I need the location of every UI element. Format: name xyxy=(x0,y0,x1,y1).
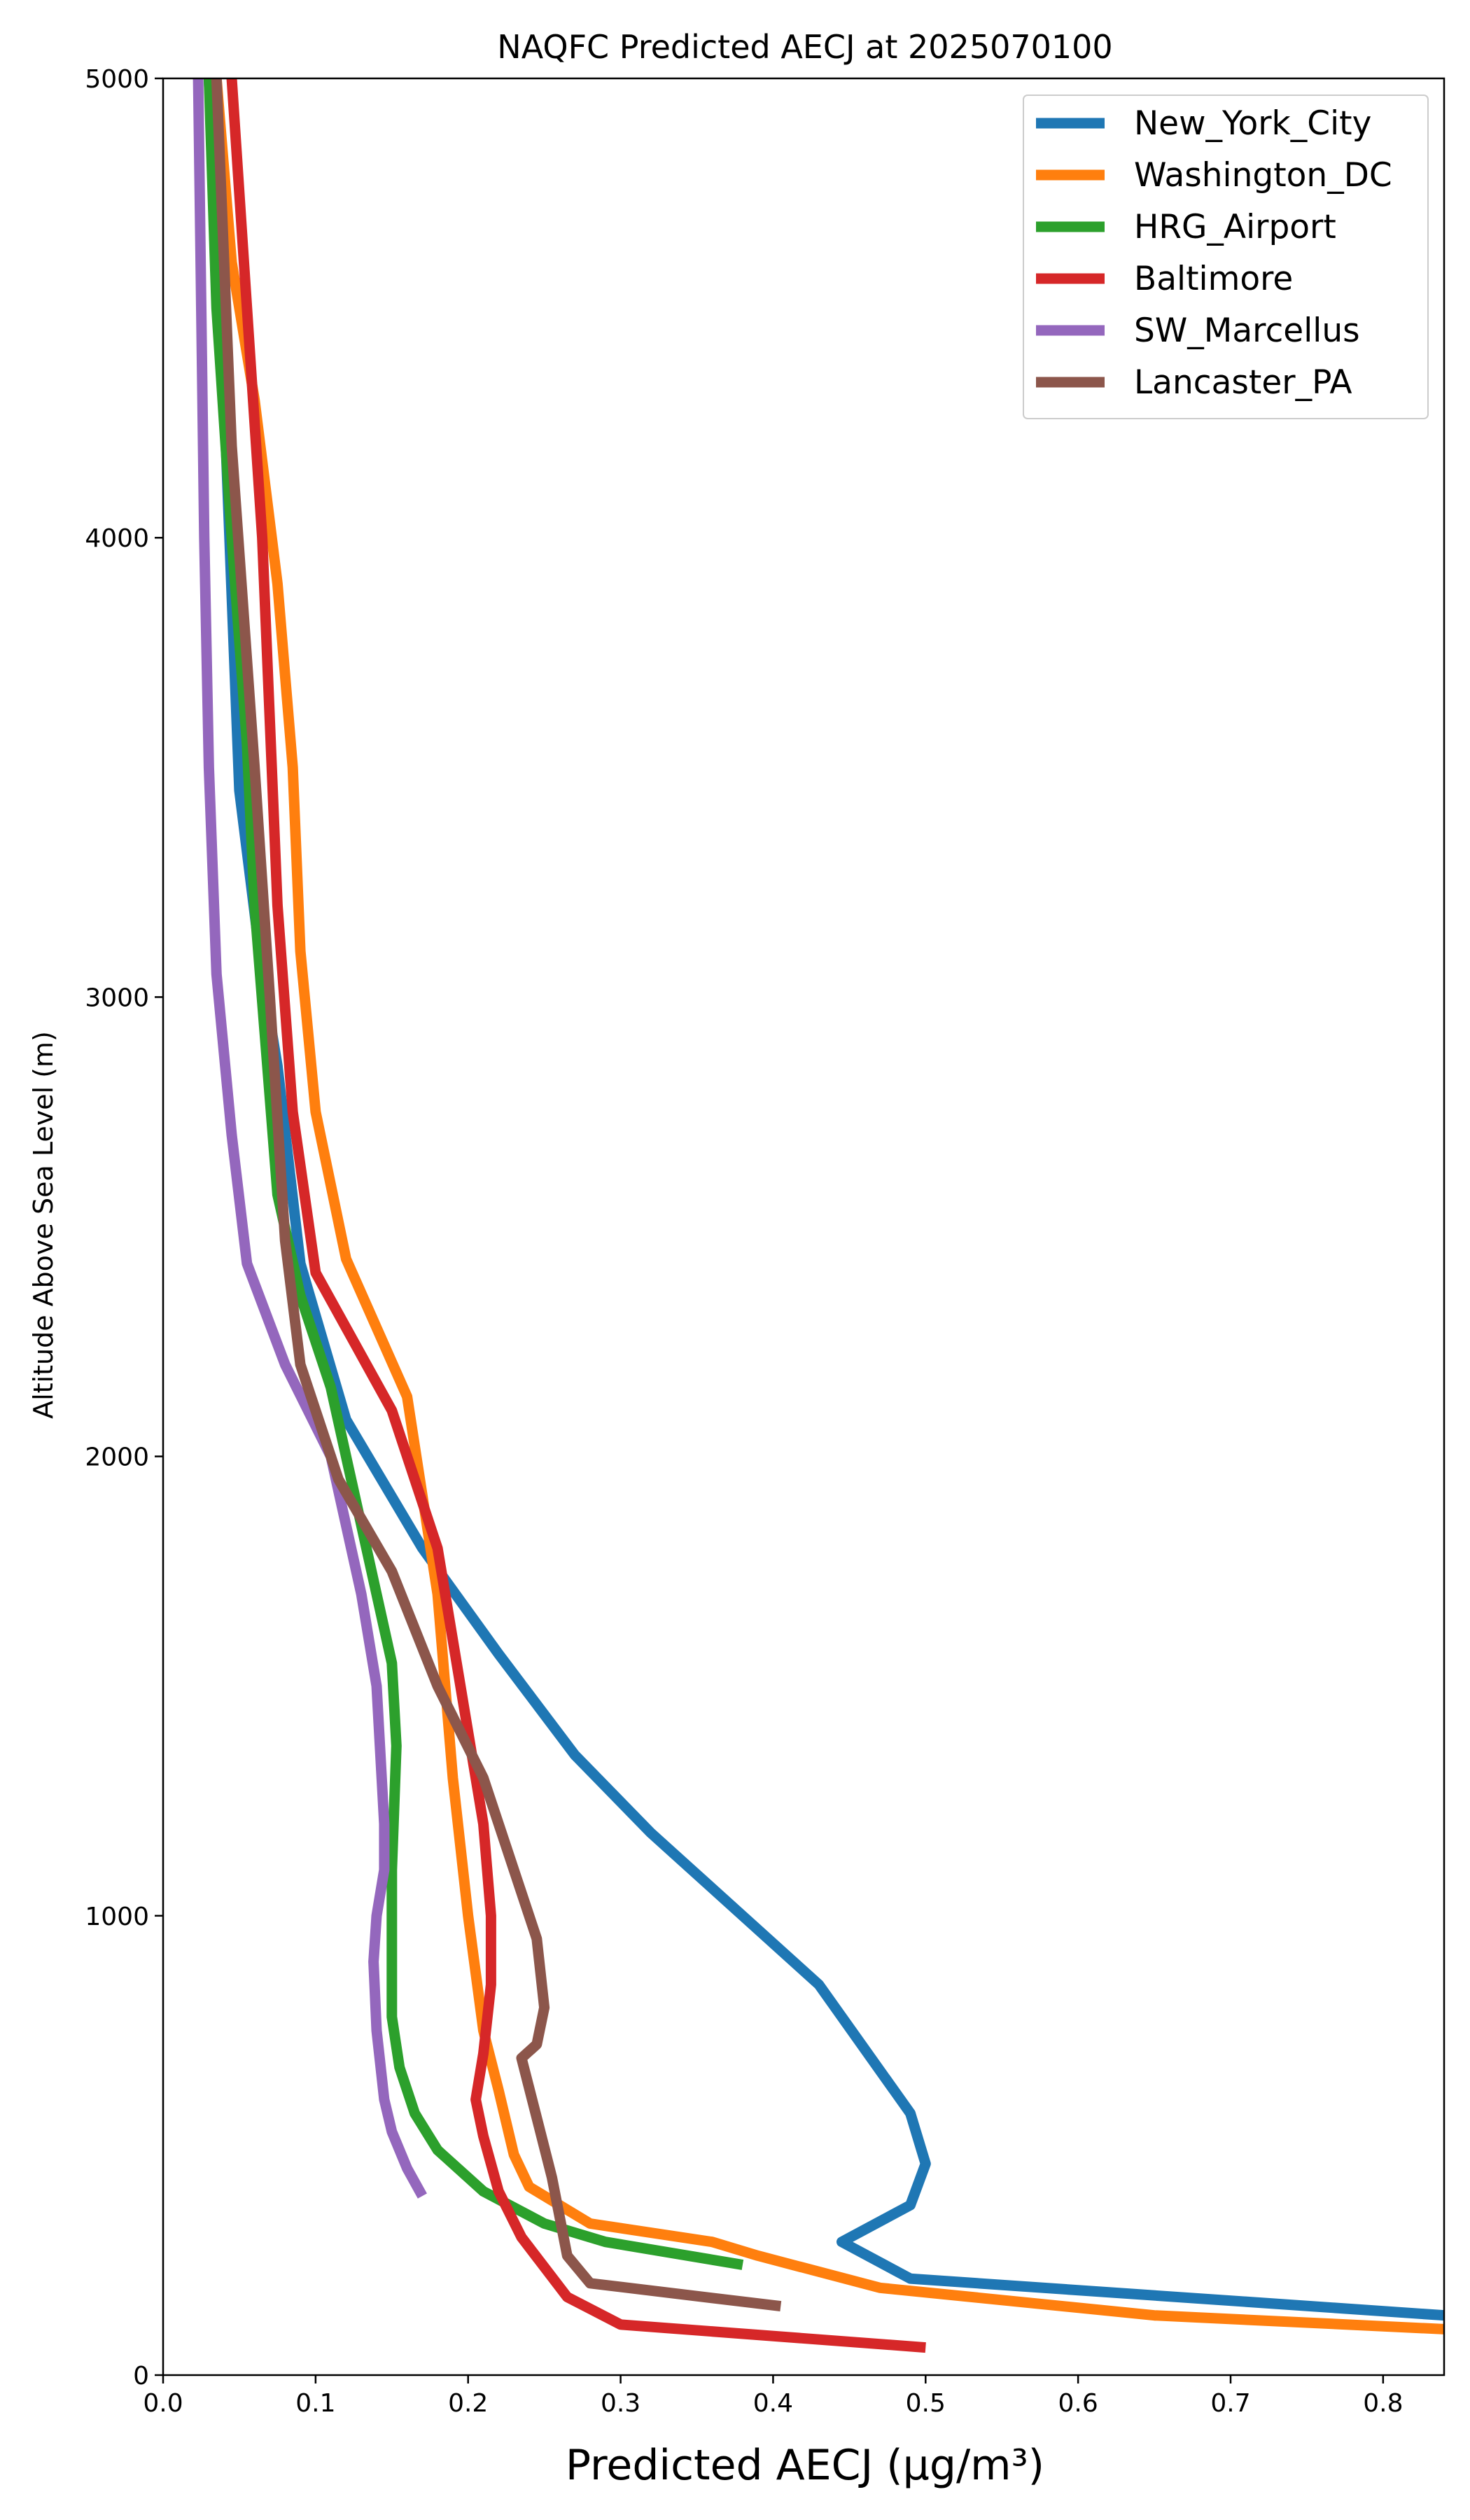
x-tick-label: 0.4 xyxy=(753,2389,793,2418)
legend-label-hrg-airport: HRG_Airport xyxy=(1134,208,1336,246)
legend-label-washington-dc: Washington_DC xyxy=(1134,156,1392,195)
series-line-washington-dc xyxy=(211,78,1444,2334)
series-line-hrg-airport xyxy=(203,78,744,2270)
x-tick-label: 0.0 xyxy=(143,2389,183,2418)
x-tick-label: 0.2 xyxy=(448,2389,488,2418)
y-tick-label: 1000 xyxy=(85,1903,149,1931)
y-tick-label: 5000 xyxy=(85,65,149,94)
x-tick-label: 0.7 xyxy=(1210,2389,1250,2418)
legend-label-lancaster-pa: Lancaster_PA xyxy=(1134,363,1352,402)
x-tick-label: 0.8 xyxy=(1363,2389,1403,2418)
legend: New_York_City Washington_DC HRG_Airport Bal… xyxy=(1023,94,1429,419)
legend-label-sw-marcellus: SW_Marcellus xyxy=(1134,312,1360,350)
plot-frame xyxy=(162,77,1446,2376)
legend-box xyxy=(1023,94,1429,419)
series-line-sw-marcellus xyxy=(192,78,427,2199)
series-line-baltimore xyxy=(226,78,926,2353)
y-tick-label: 0 xyxy=(133,2362,149,2390)
series-layer xyxy=(192,78,1444,2353)
legend-label-new-york-city: New_York_City xyxy=(1134,104,1371,143)
x-axis-label: Predicted AECJ (μg/m³) xyxy=(566,2441,1044,2490)
y-axis-ticks: 0 1000 2000 3000 4000 5000 xyxy=(85,65,163,2390)
series-line-lancaster-pa xyxy=(211,78,782,2312)
x-tick-label: 0.1 xyxy=(295,2389,335,2418)
y-tick-label: 3000 xyxy=(85,983,149,1012)
x-tick-label: 0.5 xyxy=(906,2389,946,2418)
x-axis-ticks: 0.0 0.1 0.2 0.3 0.4 0.5 0.6 0.7 0.8 xyxy=(143,2375,1403,2418)
x-tick-label: 0.3 xyxy=(601,2389,640,2418)
y-tick-label: 4000 xyxy=(85,524,149,553)
y-tick-label: 2000 xyxy=(85,1443,149,1472)
y-axis-label: Altitude Above Sea Level (m) xyxy=(28,1031,59,1419)
chart-title: NAQFC Predicted AECJ at 2025070100 xyxy=(497,28,1112,66)
x-tick-label: 0.6 xyxy=(1058,2389,1098,2418)
legend-label-baltimore: Baltimore xyxy=(1134,260,1293,298)
